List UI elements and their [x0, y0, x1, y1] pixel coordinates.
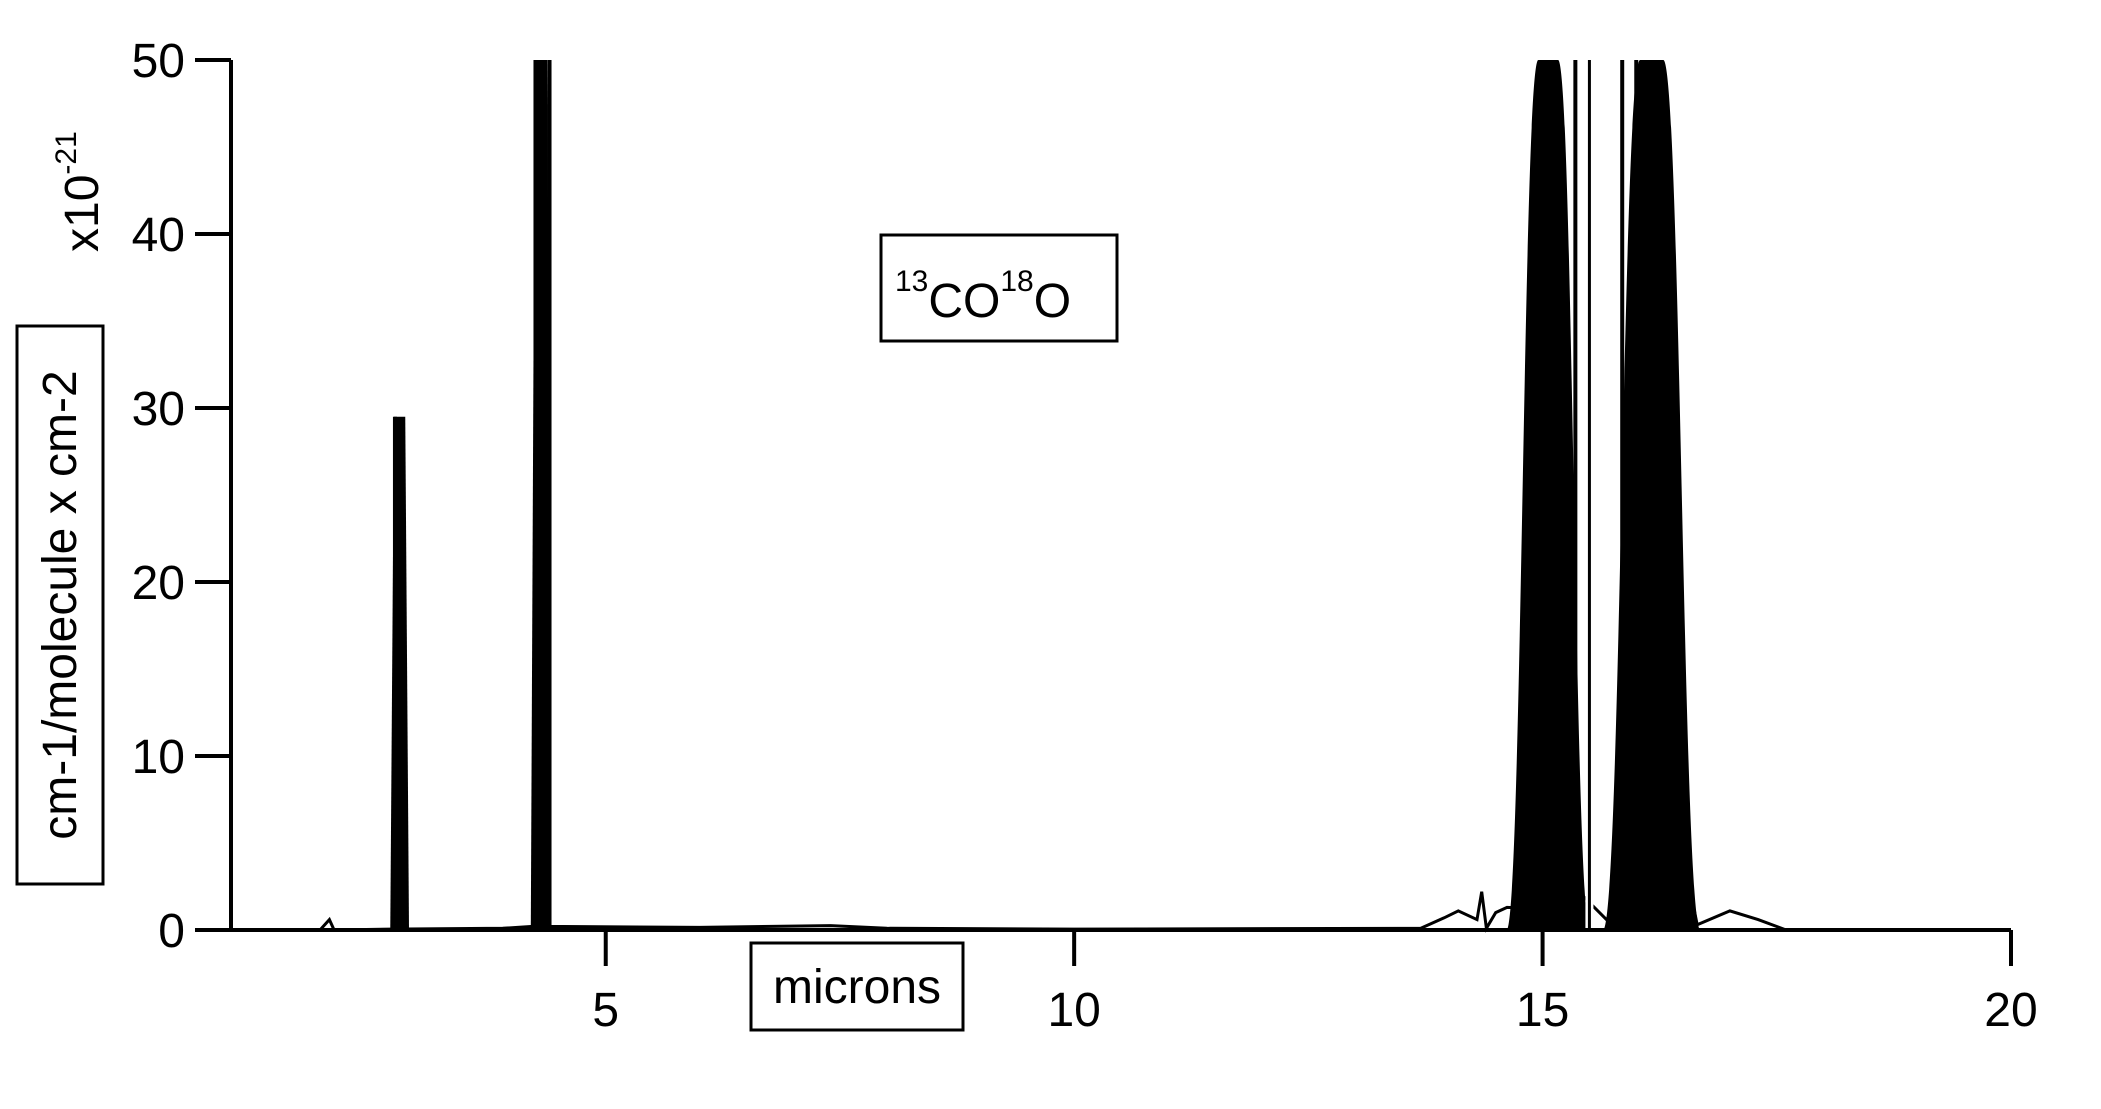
- y-ticks: 0 10 20 30 40 50: [132, 35, 231, 958]
- y-tick-label: 10: [132, 731, 185, 784]
- y-multiplier-base: x10: [56, 175, 109, 252]
- x-label-box: [749, 941, 965, 1032]
- x-ticks: 5 10 15 20: [592, 930, 2038, 1037]
- species-co: CO: [928, 275, 1000, 328]
- absorption-band: [1603, 60, 1700, 930]
- y-tick-label: 40: [132, 209, 185, 262]
- x-tick-label: 10: [1047, 984, 1100, 1037]
- y-label-box: [15, 324, 105, 886]
- y-multiplier: x10-21: [50, 131, 109, 252]
- plot-area: [318, 60, 1787, 933]
- y-tick-label: 20: [132, 557, 185, 610]
- species-label: 13CO18O: [895, 265, 1071, 328]
- species-label-box: [879, 233, 1119, 343]
- y-multiplier-exponent: -21: [50, 131, 83, 174]
- species-o: O: [1034, 275, 1071, 328]
- x-tick-label: 5: [592, 984, 619, 1037]
- species-mass-18: 18: [1000, 265, 1033, 298]
- y-tick-label: 30: [132, 383, 185, 436]
- y-tick-label: 50: [132, 35, 185, 88]
- species-mass-13: 13: [895, 265, 928, 298]
- x-tick-label: 20: [1984, 984, 2037, 1037]
- x-tick-label: 15: [1516, 984, 1569, 1037]
- x-axis-label: microns: [773, 961, 941, 1014]
- y-axis-label: cm-1/molecule x cm-2: [34, 370, 87, 839]
- y-tick-label: 0: [158, 905, 185, 958]
